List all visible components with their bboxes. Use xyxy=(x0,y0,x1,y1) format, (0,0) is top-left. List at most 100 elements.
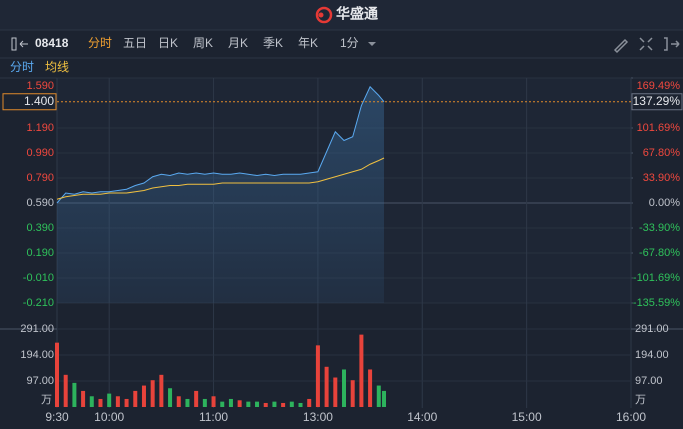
dropdown-arrow[interactable] xyxy=(368,42,376,46)
y2-tick-label: -101.69% xyxy=(633,272,680,284)
volume-bar xyxy=(185,398,190,407)
y-tick-label: -0.210 xyxy=(23,297,54,309)
header-bar xyxy=(0,0,683,30)
draw-icon[interactable] xyxy=(613,38,629,54)
x-tick-label: 16:00 xyxy=(616,410,646,424)
price-line xyxy=(56,85,385,204)
volume-bar xyxy=(246,401,251,407)
y2-tick-label: 291.00 xyxy=(635,323,669,335)
y-tick-label: 194.00 xyxy=(20,349,54,361)
y-tick-label: 0.190 xyxy=(26,247,54,259)
interval-select[interactable]: 1分 xyxy=(340,36,359,50)
volume-unit: 万 xyxy=(635,394,646,406)
y2-tick-label: 169.49% xyxy=(637,80,681,92)
y2-tick-label: 0.00% xyxy=(649,197,680,209)
volume-bar xyxy=(342,369,346,407)
x-tick-label: 10:00 xyxy=(94,410,124,424)
volume-bar xyxy=(124,398,129,407)
volume-bar xyxy=(359,334,364,407)
volume-bar xyxy=(382,390,387,407)
tab[interactable]: 月K xyxy=(228,36,248,50)
volume-bar xyxy=(150,380,155,407)
y-tick-label: 0.790 xyxy=(26,172,54,184)
volume-bar xyxy=(133,390,138,407)
volume-bar xyxy=(272,401,277,407)
volume-bar xyxy=(307,398,312,407)
volume-bar xyxy=(72,382,77,407)
y2-tick-label: 194.00 xyxy=(635,349,669,361)
y2-tick-label: -135.59% xyxy=(633,297,680,309)
volume-bar xyxy=(194,390,199,407)
last-price-label: 1.400 xyxy=(24,94,54,108)
last-change-box xyxy=(631,93,683,111)
tab[interactable]: 日K xyxy=(158,36,178,50)
volume-bar xyxy=(298,402,303,407)
y-tick-label: 291.00 xyxy=(20,323,54,335)
volume-bar xyxy=(333,377,338,407)
y-tick-label: -0.010 xyxy=(23,272,54,284)
volume-bar xyxy=(263,402,268,407)
x-tick-label: 11:00 xyxy=(199,410,228,424)
volume-bar xyxy=(168,388,173,407)
volume-bar xyxy=(237,400,242,407)
volume-unit: 万 xyxy=(41,394,52,406)
legend-price[interactable]: 分时 xyxy=(10,60,34,74)
legend-average[interactable]: 均线 xyxy=(45,60,69,74)
volume-bar xyxy=(376,385,381,407)
y-tick-label: 1.590 xyxy=(26,80,54,92)
average-line xyxy=(56,157,385,200)
volume-bar xyxy=(115,396,120,407)
x-tick-label: 15:00 xyxy=(512,410,542,424)
y-tick-label: 0.990 xyxy=(26,147,54,159)
volume-bar xyxy=(281,402,286,407)
y-tick-label: 0.590 xyxy=(26,197,54,209)
volume-bar xyxy=(98,398,103,407)
volume-bar xyxy=(255,401,260,407)
last-price-box xyxy=(2,93,57,111)
volume-bar xyxy=(55,342,59,407)
volume-bar xyxy=(289,401,294,407)
tab[interactable]: 五日 xyxy=(123,36,147,50)
tab[interactable]: 周K xyxy=(193,36,213,50)
y-tick-label: 97.00 xyxy=(26,375,54,387)
y2-tick-label: 101.69% xyxy=(637,122,681,134)
volume-bar xyxy=(176,396,181,407)
volume-bar xyxy=(228,398,233,407)
app-title: 华盛通 xyxy=(336,6,378,22)
y2-tick-label: 97.00 xyxy=(635,375,663,387)
x-tick-label: 14:00 xyxy=(407,410,437,424)
volume-bar xyxy=(220,401,225,407)
y2-tick-label: 33.90% xyxy=(643,172,681,184)
volume-bar xyxy=(159,374,164,407)
y-tick-label: 0.390 xyxy=(26,222,54,234)
volume-bar xyxy=(350,380,355,407)
expand-icon[interactable] xyxy=(639,37,653,51)
fullscreen-icon[interactable] xyxy=(664,37,680,51)
y2-tick-label: -33.90% xyxy=(639,222,680,234)
volume-bar xyxy=(141,385,146,407)
stock-code: 08418 xyxy=(35,36,69,50)
last-change-label: 137.29% xyxy=(633,94,681,108)
volume-bar xyxy=(107,393,112,407)
volume-bar xyxy=(211,396,216,407)
logo xyxy=(315,6,333,24)
y2-tick-label: 67.80% xyxy=(643,147,681,159)
x-tick-label: 13:00 xyxy=(303,410,333,424)
price-area xyxy=(57,86,385,303)
volume-bar xyxy=(89,396,94,407)
tab[interactable]: 季K xyxy=(263,36,283,50)
volume-bar xyxy=(368,369,373,407)
volume-bar xyxy=(202,398,207,407)
volume-bar xyxy=(324,366,329,407)
y2-tick-label: -67.80% xyxy=(639,247,680,259)
back-icon[interactable] xyxy=(11,37,28,51)
y-tick-label: 1.190 xyxy=(26,122,54,134)
x-tick-label: 9:30 xyxy=(45,410,69,424)
volume-bar xyxy=(81,390,86,407)
volume-bar xyxy=(63,374,68,407)
tab[interactable]: 分时 xyxy=(88,36,112,50)
volume-bar xyxy=(315,345,320,407)
tab[interactable]: 年K xyxy=(298,36,318,50)
